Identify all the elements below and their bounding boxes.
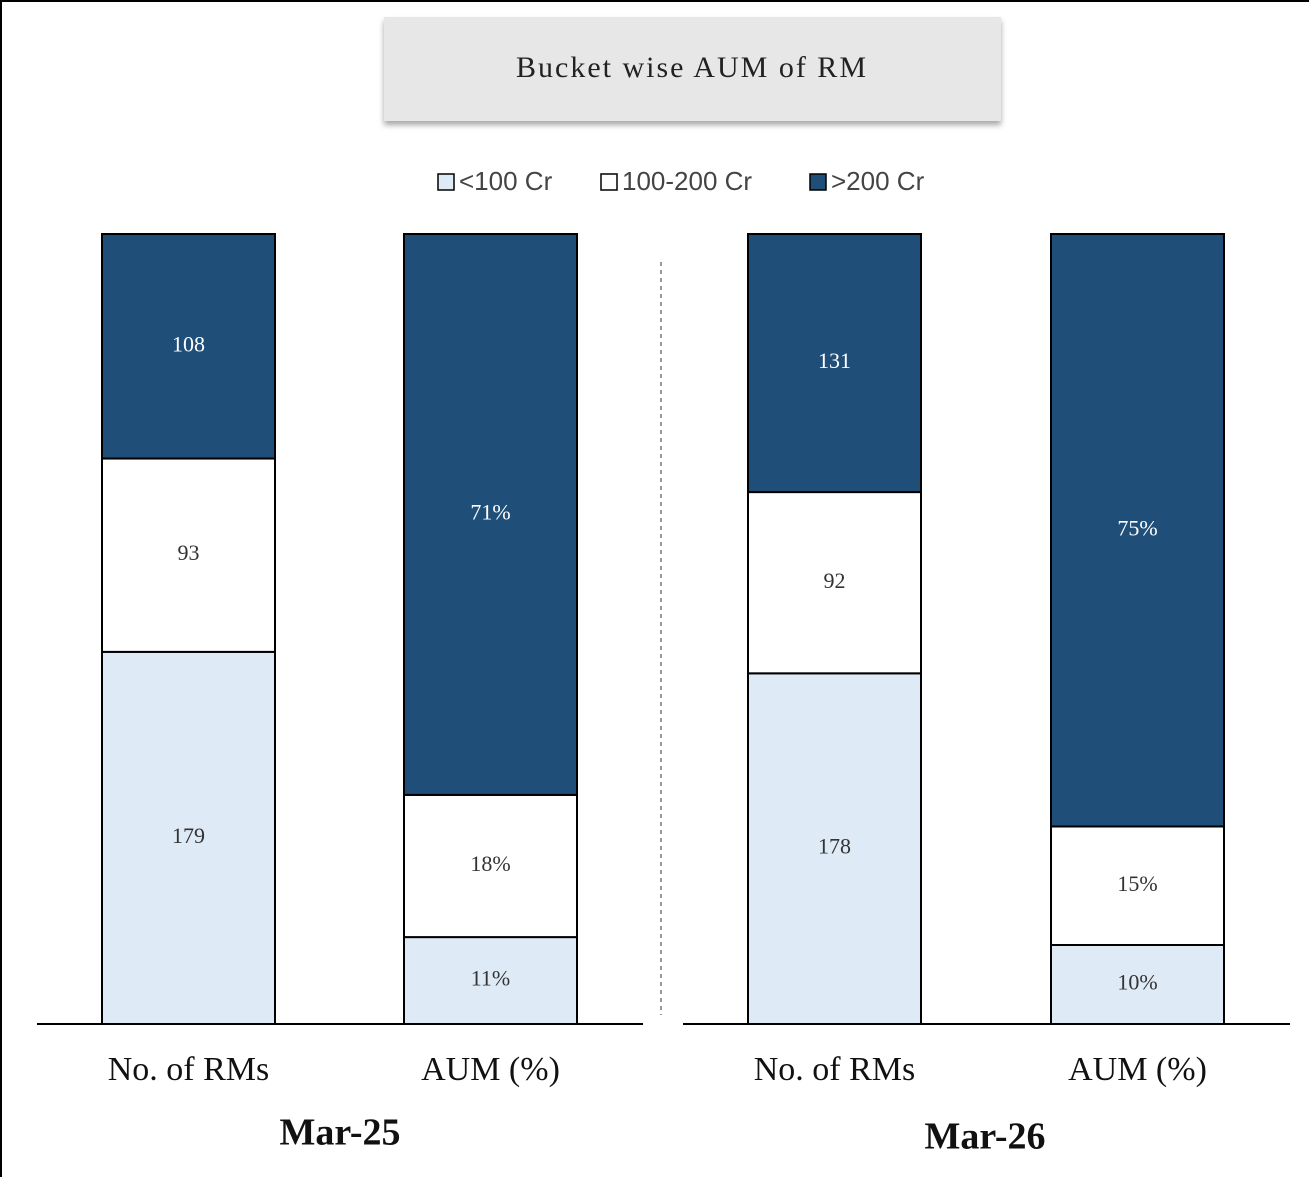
data-label: 131 — [818, 348, 851, 373]
x-tick-label: No. of RMs — [108, 1051, 270, 1088]
data-label: 10% — [1117, 970, 1157, 995]
legend-label: 100-200 Cr — [622, 166, 752, 196]
data-label: 71% — [470, 499, 510, 524]
group-label: Mar-26 — [925, 1116, 1046, 1158]
data-label: 108 — [172, 331, 205, 356]
title-box — [384, 17, 1001, 121]
bar-segment — [403, 936, 578, 1025]
bar-segment — [403, 793, 578, 939]
legend-swatch — [437, 173, 455, 191]
group-label: Mar-25 — [280, 1112, 401, 1154]
bar-segment — [403, 233, 578, 796]
legend-swatch — [809, 173, 827, 191]
chart-title: Bucket wise AUM of RM — [516, 51, 868, 84]
bar-segment — [747, 233, 922, 494]
bar-segment — [1050, 825, 1225, 946]
bar-segment — [1050, 944, 1225, 1025]
legend-swatch — [600, 173, 618, 191]
x-tick-label: AUM (%) — [421, 1051, 560, 1088]
data-label: 18% — [470, 851, 510, 876]
x-tick-label: No. of RMs — [754, 1051, 916, 1088]
data-label: 179 — [172, 823, 205, 848]
bar-segment — [101, 457, 276, 653]
bar-segment — [747, 672, 922, 1025]
data-label: 15% — [1117, 871, 1157, 896]
data-label: 11% — [471, 966, 511, 991]
bar-segment — [1050, 233, 1225, 828]
bar-segment — [747, 491, 922, 675]
data-label: 75% — [1117, 515, 1157, 540]
data-label: 92 — [824, 568, 846, 593]
data-label: 178 — [818, 834, 851, 859]
data-label: 93 — [178, 540, 200, 565]
legend-label: <100 Cr — [459, 166, 553, 196]
x-tick-label: AUM (%) — [1068, 1051, 1207, 1088]
bar-segment — [101, 233, 276, 460]
legend-label: >200 Cr — [831, 166, 925, 196]
